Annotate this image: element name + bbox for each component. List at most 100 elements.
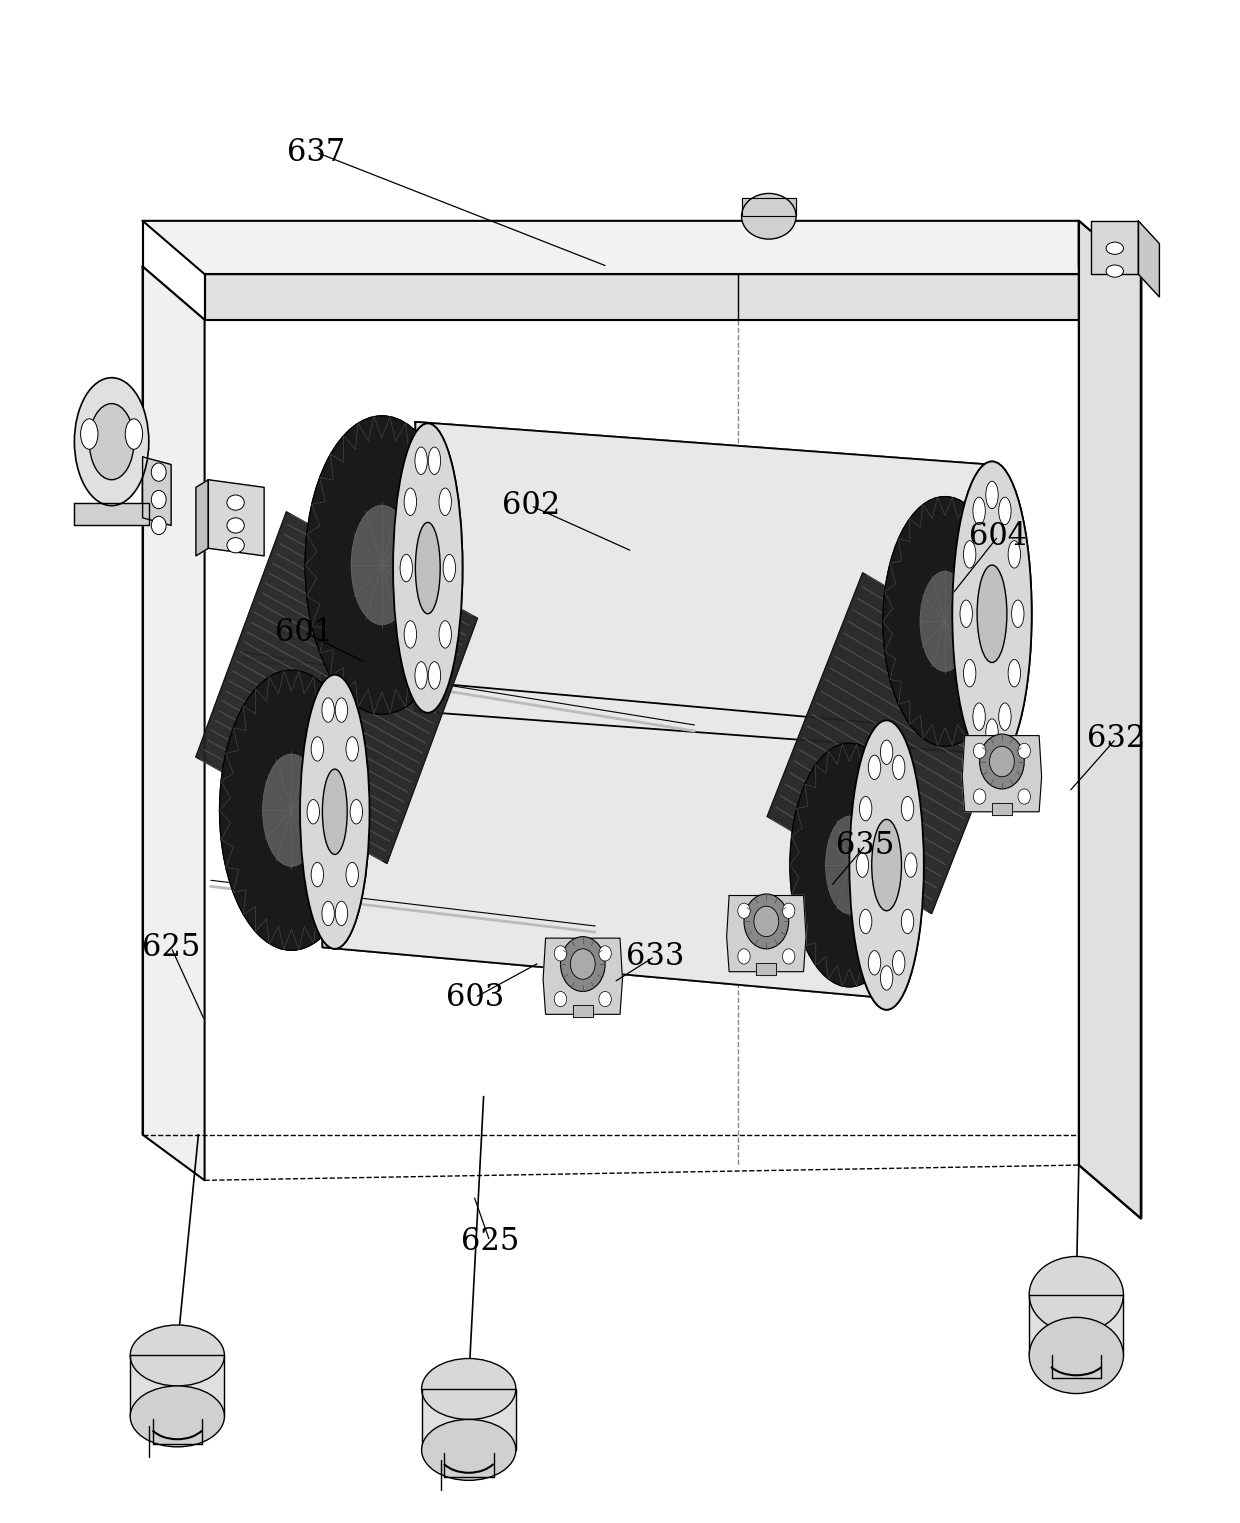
Polygon shape [727,896,806,972]
Ellipse shape [227,538,244,553]
Ellipse shape [415,522,440,614]
Ellipse shape [322,698,335,722]
Ellipse shape [393,423,463,713]
Ellipse shape [744,894,789,949]
Ellipse shape [856,853,868,877]
Polygon shape [143,267,205,1180]
Ellipse shape [973,743,986,758]
Ellipse shape [986,719,998,746]
Ellipse shape [351,506,413,624]
Polygon shape [305,417,459,713]
Ellipse shape [346,862,358,886]
Text: 602: 602 [502,490,559,521]
Polygon shape [74,503,149,525]
Polygon shape [196,512,477,864]
Ellipse shape [868,755,880,780]
Ellipse shape [428,661,440,688]
Polygon shape [573,1005,593,1017]
Ellipse shape [981,571,988,583]
Ellipse shape [415,661,428,688]
Ellipse shape [826,816,873,914]
Polygon shape [1029,1295,1123,1355]
Ellipse shape [880,740,893,765]
Ellipse shape [1008,541,1021,568]
Polygon shape [196,480,208,556]
Text: 637: 637 [288,137,345,168]
Polygon shape [143,221,1141,274]
Ellipse shape [151,490,166,509]
Ellipse shape [322,902,335,926]
Polygon shape [742,198,796,216]
Ellipse shape [130,1325,224,1386]
Ellipse shape [1029,1256,1123,1333]
Polygon shape [790,745,909,985]
Ellipse shape [738,903,750,918]
Ellipse shape [404,487,417,515]
Ellipse shape [554,946,567,961]
Ellipse shape [880,966,893,990]
Ellipse shape [1008,659,1021,687]
Ellipse shape [920,571,970,672]
Ellipse shape [973,496,986,524]
Polygon shape [143,457,171,525]
Ellipse shape [872,819,901,911]
Ellipse shape [859,909,872,934]
Text: 603: 603 [446,982,503,1013]
Ellipse shape [422,1359,516,1419]
Ellipse shape [901,909,914,934]
Ellipse shape [300,675,370,949]
Ellipse shape [439,487,451,515]
Ellipse shape [89,404,134,480]
Ellipse shape [990,746,1014,777]
Ellipse shape [1018,743,1030,758]
Text: 633: 633 [625,941,684,972]
Ellipse shape [790,743,909,987]
Ellipse shape [322,698,335,722]
Ellipse shape [351,506,413,624]
Ellipse shape [346,737,358,762]
Ellipse shape [335,902,347,926]
Polygon shape [1079,221,1141,1218]
Ellipse shape [227,518,244,533]
Polygon shape [756,963,776,975]
Ellipse shape [973,704,986,731]
Ellipse shape [308,800,320,824]
Ellipse shape [227,495,244,510]
Ellipse shape [305,416,459,714]
Ellipse shape [151,463,166,481]
Ellipse shape [428,448,440,475]
Ellipse shape [986,719,998,746]
Ellipse shape [599,991,611,1007]
Ellipse shape [901,797,914,821]
Ellipse shape [998,496,1011,524]
Ellipse shape [305,416,459,714]
Ellipse shape [782,903,795,918]
Ellipse shape [404,487,417,515]
Ellipse shape [443,554,455,582]
Polygon shape [208,480,264,556]
Ellipse shape [998,704,1011,731]
Ellipse shape [1018,789,1030,804]
Text: 604: 604 [970,521,1027,551]
Polygon shape [305,417,459,713]
Ellipse shape [350,800,362,824]
Ellipse shape [263,754,320,867]
Ellipse shape [74,378,149,506]
Ellipse shape [560,937,605,991]
Ellipse shape [439,621,451,649]
Ellipse shape [151,516,166,535]
Ellipse shape [859,797,872,821]
Ellipse shape [322,769,347,854]
Polygon shape [219,672,363,949]
Text: 632: 632 [1086,723,1146,754]
Ellipse shape [311,737,324,762]
Ellipse shape [1012,600,1024,627]
Ellipse shape [350,800,362,824]
Ellipse shape [880,966,893,990]
Ellipse shape [263,754,320,867]
Ellipse shape [998,496,1011,524]
Ellipse shape [960,600,972,627]
Ellipse shape [963,659,976,687]
Ellipse shape [973,496,986,524]
Polygon shape [415,422,990,754]
